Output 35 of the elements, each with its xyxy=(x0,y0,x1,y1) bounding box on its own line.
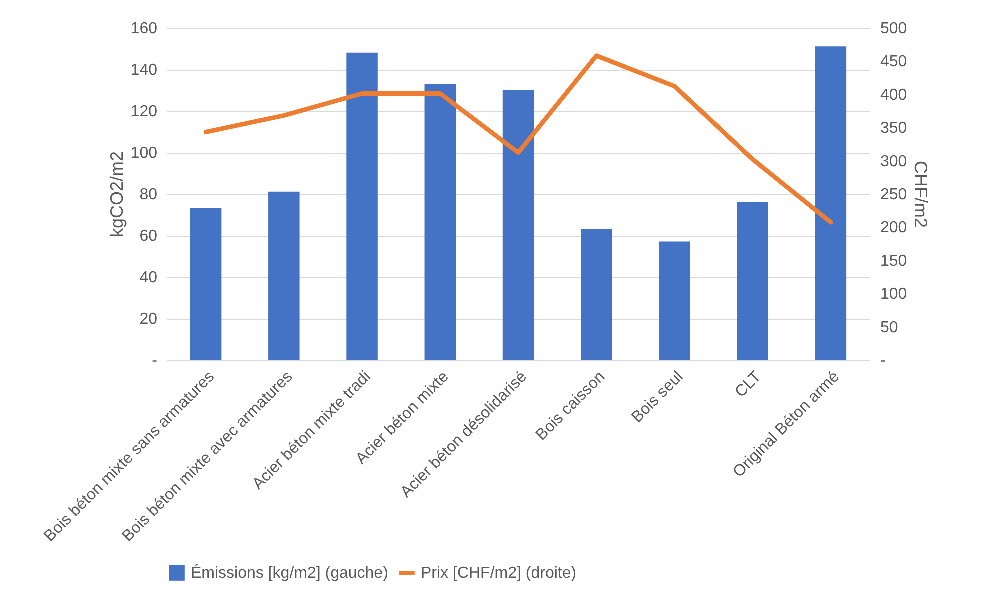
y2-tick-label: 450 xyxy=(880,54,908,71)
y2-tick-label: 50 xyxy=(880,319,898,336)
y-tick-label: 140 xyxy=(130,62,158,79)
bar xyxy=(502,90,534,360)
y2-tick-label: 250 xyxy=(880,186,908,204)
y-tick-label: 100 xyxy=(130,145,158,162)
bar xyxy=(268,192,300,360)
y2-tick-label: 400 xyxy=(880,86,908,104)
y2-tick-label: 300 xyxy=(880,153,908,170)
y-tick-label: - xyxy=(152,352,158,370)
y2-tick-label: 350 xyxy=(880,120,908,138)
y2-axis-title: CHF/m2 xyxy=(911,161,932,228)
y-tick-label: 80 xyxy=(140,186,158,204)
bar xyxy=(190,208,222,360)
bar xyxy=(424,84,456,360)
y-axis-title: kgCO2/m2 xyxy=(106,151,127,238)
x-tick-label: CLT xyxy=(732,368,766,402)
y-tick-label: 60 xyxy=(140,228,158,245)
y2-tick-label: - xyxy=(880,352,886,370)
y-tick-label: 160 xyxy=(130,20,158,38)
y2-tick-label: 200 xyxy=(880,220,908,237)
bar xyxy=(815,46,847,360)
bar xyxy=(737,202,768,360)
bar xyxy=(346,52,378,360)
line-series xyxy=(204,54,834,225)
bar xyxy=(659,242,690,360)
legend-label: Émissions [kg/m2] (gauche) xyxy=(191,564,388,582)
y2-tick-label: 500 xyxy=(880,20,908,38)
y-tick-label: 120 xyxy=(130,104,158,120)
legend-label: Prix [CHF/m2] (droite) xyxy=(421,565,577,582)
bar xyxy=(580,229,612,360)
y2-tick-label: 100 xyxy=(880,286,908,304)
y2-tick-label: 150 xyxy=(880,252,908,270)
y-tick-label: 40 xyxy=(140,270,158,286)
y-tick-label: 20 xyxy=(140,311,158,328)
